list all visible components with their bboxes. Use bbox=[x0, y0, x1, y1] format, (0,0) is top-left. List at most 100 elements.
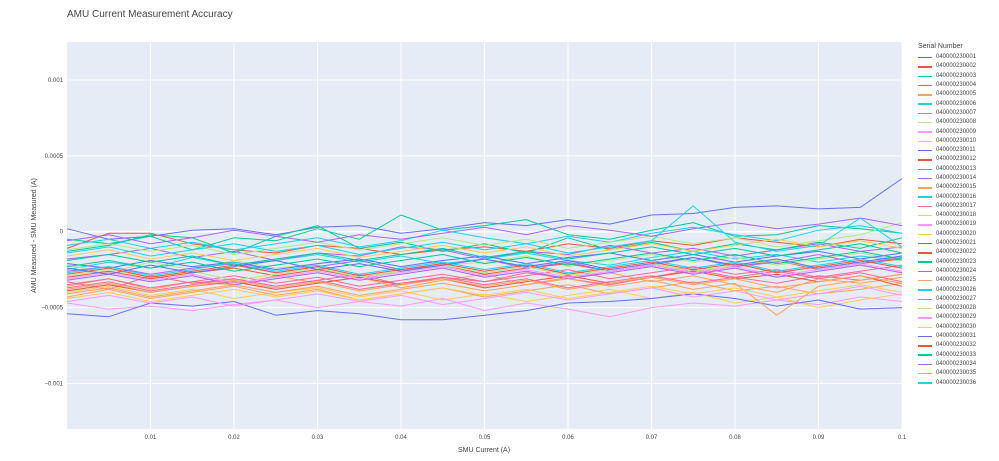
series-line-040000230035[interactable] bbox=[66, 275, 903, 293]
legend-item[interactable]: 040000230008 bbox=[918, 118, 998, 127]
legend-label: 040000230034 bbox=[936, 360, 977, 367]
legend-item[interactable]: 040000230014 bbox=[918, 174, 998, 183]
series-line-040000230030[interactable] bbox=[66, 284, 903, 302]
legend-item[interactable]: 040000230004 bbox=[918, 81, 998, 90]
legend-item[interactable]: 040000230032 bbox=[918, 341, 998, 350]
legend-item[interactable]: 040000230022 bbox=[918, 248, 998, 257]
legend-swatch bbox=[918, 56, 932, 59]
legend-item[interactable]: 040000230018 bbox=[918, 211, 998, 220]
series-line-040000230027[interactable] bbox=[66, 270, 903, 292]
legend-item[interactable]: 040000230027 bbox=[918, 295, 998, 304]
series-lines[interactable] bbox=[66, 178, 903, 321]
x-tick-label: 0.08 bbox=[729, 435, 741, 441]
series-line-040000230024[interactable] bbox=[66, 264, 903, 286]
x-tick-label: 0.1 bbox=[898, 435, 907, 441]
legend-label: 040000230001 bbox=[936, 54, 977, 61]
series-line-040000230019[interactable] bbox=[66, 285, 903, 307]
legend-swatch bbox=[918, 280, 932, 282]
legend-swatch bbox=[918, 317, 932, 319]
legend-item[interactable]: 040000230023 bbox=[918, 258, 998, 267]
legend-swatch bbox=[918, 233, 932, 235]
x-axis-title: SMU Current (A) bbox=[458, 447, 510, 454]
legend-item[interactable]: 040000230021 bbox=[918, 239, 998, 248]
legend-item[interactable]: 040000230003 bbox=[918, 72, 998, 81]
y-tick-label: −0.0005 bbox=[41, 306, 64, 312]
series-line-040000230023[interactable] bbox=[66, 243, 903, 266]
legend-item[interactable]: 040000230001 bbox=[918, 53, 998, 62]
y-axis-ticks: 0.001 0.0005 0 −0.0005 −0.001 bbox=[41, 78, 64, 388]
legend-label: 040000230028 bbox=[936, 305, 977, 312]
series-line-040000230029[interactable] bbox=[66, 263, 903, 284]
series-line-040000230015[interactable] bbox=[66, 281, 903, 301]
legend-item[interactable]: 040000230036 bbox=[918, 378, 998, 387]
legend-item[interactable]: 040000230005 bbox=[918, 90, 998, 99]
y-tick-label: 0.0005 bbox=[45, 154, 64, 160]
series-line-040000230025[interactable] bbox=[66, 273, 903, 316]
series-line-040000230010[interactable] bbox=[66, 285, 903, 309]
x-tick-label: 0.03 bbox=[312, 435, 324, 441]
legend-label: 040000230016 bbox=[936, 193, 977, 200]
legend-swatch bbox=[918, 94, 932, 96]
series-line-040000230026[interactable] bbox=[66, 258, 903, 277]
series-line-040000230011[interactable] bbox=[66, 293, 903, 321]
legend-item[interactable]: 040000230007 bbox=[918, 109, 998, 118]
legend-item[interactable]: 040000230016 bbox=[918, 192, 998, 201]
legend-label: 040000230024 bbox=[936, 267, 977, 274]
series-line-040000230003[interactable] bbox=[66, 214, 903, 251]
legend-label: 040000230019 bbox=[936, 221, 977, 228]
legend-swatch bbox=[918, 168, 932, 170]
series-line-040000230016[interactable] bbox=[66, 225, 903, 251]
series-line-040000230028[interactable] bbox=[66, 222, 903, 255]
legend-label: 040000230013 bbox=[936, 165, 977, 172]
legend-swatch bbox=[918, 242, 932, 245]
series-line-040000230001[interactable] bbox=[66, 178, 903, 240]
legend-label: 040000230035 bbox=[936, 370, 977, 377]
legend-item[interactable]: 040000230026 bbox=[918, 285, 998, 294]
series-line-040000230036[interactable] bbox=[66, 205, 903, 257]
legend-swatch bbox=[918, 122, 932, 124]
legend-item[interactable]: 040000230012 bbox=[918, 155, 998, 164]
legend-swatch bbox=[918, 149, 932, 152]
legend-item[interactable]: 040000230031 bbox=[918, 332, 998, 341]
legend-item[interactable]: 040000230010 bbox=[918, 137, 998, 146]
series-line-040000230033[interactable] bbox=[66, 250, 903, 272]
legend-item[interactable]: 040000230033 bbox=[918, 351, 998, 360]
series-line-040000230034[interactable] bbox=[66, 217, 903, 245]
x-axis-ticks: 0.01 0.02 0.03 0.04 0.05 0.06 0.07 0.08 0.09 0.1 bbox=[145, 435, 907, 441]
series-line-040000230018[interactable] bbox=[66, 255, 903, 281]
legend-swatch bbox=[918, 215, 932, 217]
legend-item[interactable]: 040000230025 bbox=[918, 276, 998, 285]
legend-swatch bbox=[918, 335, 932, 338]
legend-swatch bbox=[918, 252, 932, 254]
series-line-040000230020[interactable] bbox=[66, 238, 903, 261]
legend-item[interactable]: 040000230030 bbox=[918, 323, 998, 332]
x-tick-label: 0.04 bbox=[395, 435, 407, 441]
legend-item[interactable]: 040000230009 bbox=[918, 127, 998, 136]
legend-item[interactable]: 040000230006 bbox=[918, 99, 998, 108]
x-tick-label: 0.06 bbox=[562, 435, 574, 441]
legend-item[interactable]: 040000230017 bbox=[918, 202, 998, 211]
legend-item[interactable]: 040000230028 bbox=[918, 304, 998, 313]
legend-label: 040000230036 bbox=[936, 379, 977, 386]
legend-item[interactable]: 040000230015 bbox=[918, 183, 998, 192]
series-line-040000230032[interactable] bbox=[66, 260, 903, 278]
legend-label: 040000230030 bbox=[936, 323, 977, 330]
legend-label: 040000230026 bbox=[936, 286, 977, 293]
legend-swatch bbox=[918, 177, 932, 180]
y-tick-label: 0.001 bbox=[48, 78, 64, 84]
legend-item[interactable]: 040000230035 bbox=[918, 369, 998, 378]
legend-item[interactable]: 040000230034 bbox=[918, 360, 998, 369]
series-line-040000230017[interactable] bbox=[66, 264, 903, 289]
legend-swatch bbox=[918, 345, 932, 347]
legend-item[interactable]: 040000230013 bbox=[918, 165, 998, 174]
legend-swatch bbox=[918, 270, 932, 273]
series-line-040000230009[interactable] bbox=[66, 296, 903, 318]
legend-item[interactable]: 040000230029 bbox=[918, 313, 998, 322]
legend-label: 040000230012 bbox=[936, 156, 977, 163]
legend-item[interactable]: 040000230020 bbox=[918, 230, 998, 239]
legend-item[interactable]: 040000230002 bbox=[918, 62, 998, 71]
legend-item[interactable]: 040000230024 bbox=[918, 267, 998, 276]
legend-item[interactable]: 040000230011 bbox=[918, 146, 998, 155]
legend-item[interactable]: 040000230019 bbox=[918, 220, 998, 229]
